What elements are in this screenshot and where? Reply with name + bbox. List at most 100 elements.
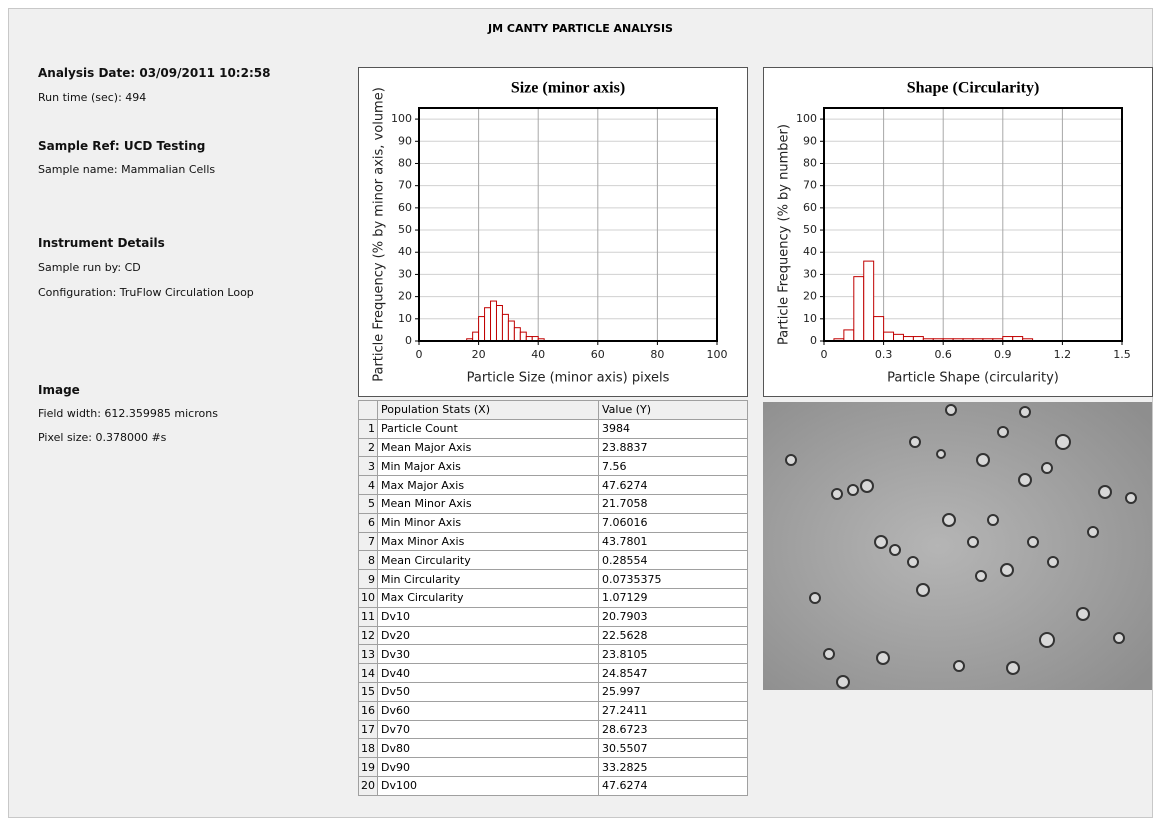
row-index: 4 bbox=[359, 476, 378, 495]
y-tick-label: 70 bbox=[398, 179, 412, 192]
y-tick-label: 80 bbox=[803, 156, 817, 169]
histogram-bar bbox=[473, 332, 479, 341]
sample-ref: Sample Ref: UCD Testing bbox=[38, 139, 205, 153]
histogram-bar bbox=[491, 301, 497, 341]
y-tick-label: 30 bbox=[803, 267, 817, 280]
section-heading: Instrument Details bbox=[38, 236, 165, 250]
y-tick-label: 40 bbox=[803, 245, 817, 258]
stat-value: 20.7903 bbox=[599, 607, 748, 626]
stat-name: Dv50 bbox=[378, 682, 599, 701]
y-axis-label: Particle Frequency (% by number) bbox=[777, 124, 792, 345]
header-cell: Value (Y) bbox=[599, 401, 748, 420]
row-index: 10 bbox=[359, 588, 378, 607]
stat-name: Dv20 bbox=[378, 626, 599, 645]
row-index: 3 bbox=[359, 457, 378, 476]
row-index: 11 bbox=[359, 607, 378, 626]
stat-value: 3984 bbox=[599, 419, 748, 438]
stat-name: Mean Minor Axis bbox=[378, 494, 599, 513]
stat-value: 1.07129 bbox=[599, 588, 748, 607]
y-tick-label: 10 bbox=[803, 312, 817, 325]
field-width: Field width: 612.359985 microns bbox=[38, 407, 218, 420]
row-index: 1 bbox=[359, 419, 378, 438]
histogram-bar bbox=[874, 317, 884, 341]
y-tick-label: 100 bbox=[796, 112, 817, 125]
stat-value: 28.6723 bbox=[599, 720, 748, 739]
histogram-chart: Shape (Circularity) Particle Frequency (%… bbox=[763, 67, 1153, 397]
x-tick-label: 100 bbox=[707, 348, 728, 361]
section-heading: Image bbox=[38, 383, 80, 397]
histogram-bar bbox=[854, 277, 864, 341]
stat-value: 23.8837 bbox=[599, 438, 748, 457]
x-axis-label: Particle Shape (circularity) bbox=[887, 371, 1059, 386]
x-tick-label: 1.5 bbox=[1113, 348, 1131, 361]
histogram-bar bbox=[520, 332, 526, 341]
y-tick-label: 40 bbox=[398, 245, 412, 258]
x-tick-label: 1.2 bbox=[1054, 348, 1072, 361]
histogram-chart: Size (minor axis)Particle Frequency (% b… bbox=[358, 67, 748, 397]
y-tick-label: 50 bbox=[803, 223, 817, 236]
stat-name: Dv70 bbox=[378, 720, 599, 739]
row-index: 6 bbox=[359, 513, 378, 532]
x-tick-label: 0 bbox=[416, 348, 423, 361]
row-index: 12 bbox=[359, 626, 378, 645]
row-index: 19 bbox=[359, 758, 378, 777]
stat-name: Max Major Axis bbox=[378, 476, 599, 495]
row-index: 9 bbox=[359, 570, 378, 589]
histogram-bar bbox=[514, 328, 520, 341]
row-index: 20 bbox=[359, 776, 378, 795]
stat-value: 23.8105 bbox=[599, 645, 748, 664]
sample-name: Sample name: Mammalian Cells bbox=[38, 163, 215, 176]
y-tick-label: 30 bbox=[398, 267, 412, 280]
histogram-bar bbox=[502, 314, 508, 341]
stat-value: 25.997 bbox=[599, 682, 748, 701]
stat-value: 7.06016 bbox=[599, 513, 748, 532]
chart-title: Shape (Circularity) bbox=[907, 80, 1040, 97]
stat-name: Dv40 bbox=[378, 664, 599, 683]
y-tick-label: 90 bbox=[803, 134, 817, 147]
stat-value: 47.6274 bbox=[599, 776, 748, 795]
histogram-bar bbox=[479, 317, 485, 341]
row-index: 18 bbox=[359, 739, 378, 758]
plot-frame bbox=[419, 108, 717, 341]
row-index: 14 bbox=[359, 664, 378, 683]
stat-name: Min Major Axis bbox=[378, 457, 599, 476]
page: JM CANTY PARTICLE ANALYSIS Analysis Date… bbox=[0, 0, 1161, 828]
y-axis-label: Particle Frequency (% by minor axis, vol… bbox=[372, 87, 387, 382]
stat-value: 21.7058 bbox=[599, 494, 748, 513]
x-tick-label: 0.3 bbox=[875, 348, 893, 361]
y-tick-label: 0 bbox=[810, 334, 817, 347]
report-title: JM CANTY PARTICLE ANALYSIS bbox=[0, 22, 1161, 35]
y-tick-label: 20 bbox=[398, 290, 412, 303]
row-index: 17 bbox=[359, 720, 378, 739]
stat-name: Particle Count bbox=[378, 419, 599, 438]
stat-value: 27.2411 bbox=[599, 701, 748, 720]
stat-name: Max Minor Axis bbox=[378, 532, 599, 551]
x-tick-label: 0.6 bbox=[934, 348, 952, 361]
y-tick-label: 60 bbox=[803, 201, 817, 214]
stat-value: 0.28554 bbox=[599, 551, 748, 570]
histogram-bar bbox=[508, 321, 514, 341]
header-cell: Population Stats (X) bbox=[378, 401, 599, 420]
stat-name: Mean Circularity bbox=[378, 551, 599, 570]
stat-name: Max Circularity bbox=[378, 588, 599, 607]
y-tick-label: 50 bbox=[398, 223, 412, 236]
